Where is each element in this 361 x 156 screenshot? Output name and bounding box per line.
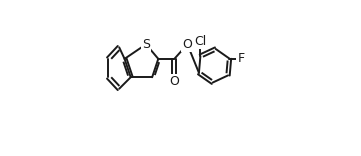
Text: F: F (238, 52, 244, 65)
Text: S: S (142, 38, 150, 51)
Text: O: O (169, 75, 179, 88)
Text: O: O (182, 38, 192, 51)
Text: Cl: Cl (194, 35, 206, 48)
